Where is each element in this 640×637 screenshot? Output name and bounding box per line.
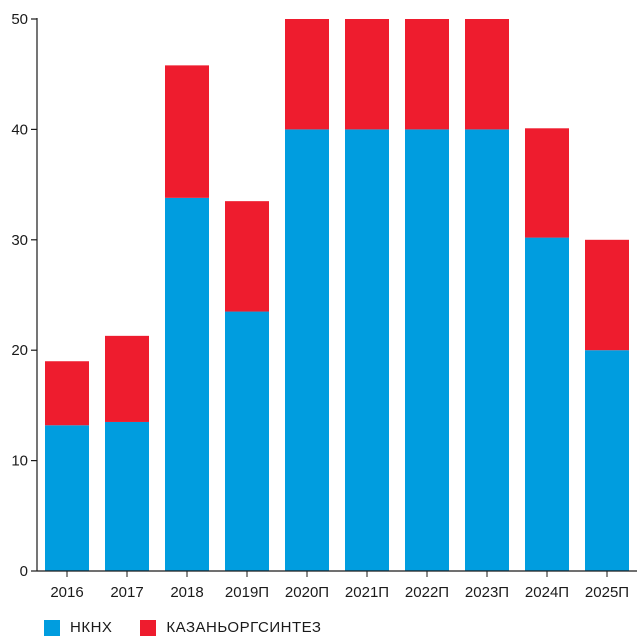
bar-nknh-2022П — [405, 129, 449, 571]
x-tick-label: 2025П — [585, 584, 629, 601]
legend-item-nknh: НКНХ — [44, 619, 112, 636]
bar-kazanorgsintez-2016 — [45, 361, 89, 426]
bar-nknh-2018 — [165, 197, 209, 571]
bar-kazanorgsintez-2018 — [165, 65, 209, 198]
legend-label-nknh: НКНХ — [70, 619, 113, 636]
bar-nknh-2023П — [465, 129, 509, 571]
legend-swatch-kazanorgsintez — [140, 619, 157, 636]
bar-kazanorgsintez-2022П — [405, 19, 449, 130]
bar-nknh-2025П — [585, 350, 629, 571]
bar-nknh-2021П — [345, 129, 389, 571]
x-tick-label: 2018 — [170, 584, 203, 601]
legend-item-kazanorgsintez: КАЗАНЬОРГСИНТЕЗ — [140, 619, 321, 636]
y-tick-label: 0 — [20, 563, 28, 580]
bars-layer — [45, 19, 629, 571]
x-tick-label: 2017 — [110, 584, 143, 601]
y-tick-label: 30 — [11, 232, 28, 249]
legend-swatch-nknh — [44, 619, 60, 636]
bar-kazanorgsintez-2024П — [525, 128, 569, 238]
bar-nknh-2016 — [45, 425, 89, 571]
bar-kazanorgsintez-2019П — [225, 201, 269, 312]
x-tick-label: 2020П — [285, 584, 329, 601]
bar-nknh-2020П — [285, 129, 329, 571]
y-tick-label: 20 — [11, 342, 28, 359]
bar-kazanorgsintez-2025П — [585, 239, 629, 351]
y-tick-label: 50 — [11, 11, 28, 28]
bar-kazanorgsintez-2021П — [345, 19, 389, 130]
x-tick-label: 2016 — [50, 584, 83, 601]
y-tick-label: 10 — [11, 453, 28, 470]
axis-layer: 2016 2017 2018 2019П 2020П 2021П 2022П 2023П 202… — [11, 11, 637, 601]
x-tick-label: 2022П — [405, 584, 449, 601]
bar-kazanorgsintez-2017 — [105, 335, 149, 422]
x-tick-label: 2023П — [465, 584, 509, 601]
x-tick-label: 2021П — [345, 584, 389, 601]
y-tick-label: 40 — [11, 121, 28, 138]
bar-kazanorgsintez-2023П — [465, 19, 509, 130]
bar-nknh-2024П — [525, 237, 569, 571]
bar-nknh-2019П — [225, 311, 269, 571]
x-tick-label: 2024П — [525, 584, 569, 601]
bar-nknh-2017 — [105, 421, 149, 571]
legend-label-kazanorgsintez: КАЗАНЬОРГСИНТЕЗ — [166, 619, 322, 636]
x-tick-label: 2019П — [225, 584, 269, 601]
bar-kazanorgsintez-2020П — [285, 19, 329, 130]
legend: НКНХ КАЗАНЬОРГСИНТЕЗ — [44, 619, 321, 636]
